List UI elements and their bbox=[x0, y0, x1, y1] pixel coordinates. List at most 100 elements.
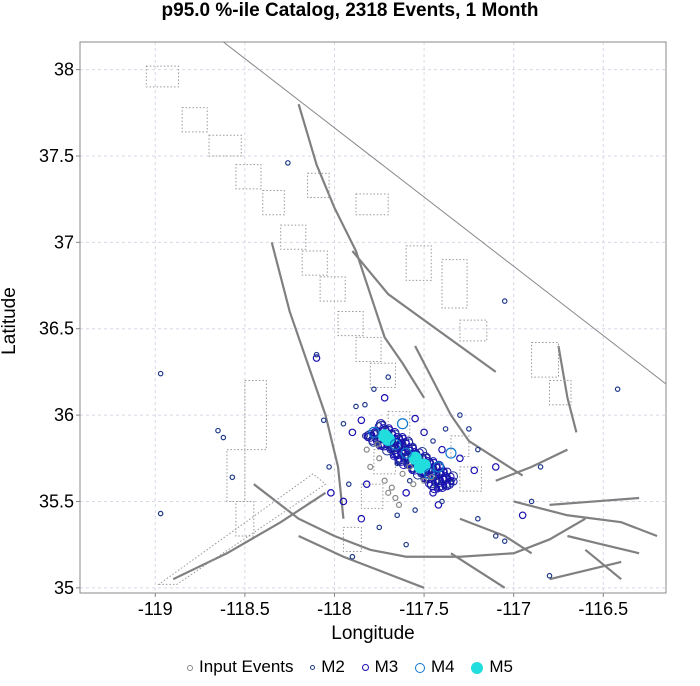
point-m2 bbox=[362, 401, 368, 408]
point-input-events bbox=[363, 446, 370, 453]
y-tick-label: 37.5 bbox=[39, 146, 74, 166]
point-m2 bbox=[157, 370, 164, 377]
point-m3 bbox=[447, 476, 455, 485]
rupture-box bbox=[208, 134, 242, 157]
point-m2 bbox=[157, 510, 164, 517]
fault-trace bbox=[172, 491, 327, 581]
rupture-box bbox=[459, 319, 488, 342]
point-m3 bbox=[348, 428, 357, 437]
point-input-events bbox=[374, 441, 381, 448]
point-m3 bbox=[491, 463, 500, 471]
fault-trace bbox=[567, 534, 640, 555]
point-m2 bbox=[439, 498, 445, 505]
m2-symbol-icon bbox=[310, 665, 316, 671]
x-tick-label: -118 bbox=[317, 599, 352, 619]
fault-trace bbox=[351, 250, 497, 373]
cluster-event bbox=[445, 475, 452, 482]
point-m2 bbox=[403, 541, 409, 548]
rupture-box bbox=[319, 276, 346, 302]
cluster-event bbox=[438, 464, 445, 471]
cluster-event bbox=[443, 467, 452, 476]
cluster-event bbox=[398, 434, 407, 443]
y-tick-label: 37 bbox=[54, 232, 74, 252]
point-m2 bbox=[346, 481, 352, 487]
rupture-box bbox=[360, 483, 384, 509]
rupture-box bbox=[244, 380, 267, 451]
rupture-box bbox=[235, 164, 262, 190]
point-input-events bbox=[406, 463, 413, 471]
point-m3 bbox=[362, 480, 371, 488]
cluster-event bbox=[405, 446, 414, 455]
legend-label-m3: M3 bbox=[374, 657, 399, 676]
legend-item-m3: M3 bbox=[361, 657, 399, 676]
fault-trace bbox=[270, 242, 345, 519]
point-m2 bbox=[353, 403, 359, 410]
point-m2 bbox=[394, 512, 400, 519]
point-input-events bbox=[388, 484, 395, 491]
rupture-box bbox=[369, 362, 396, 388]
point-m2 bbox=[406, 477, 413, 484]
point-m5 bbox=[417, 458, 431, 472]
x-tick-label: -117 bbox=[496, 599, 531, 619]
y-tick-label: 35 bbox=[54, 578, 74, 598]
point-input-events bbox=[367, 463, 374, 471]
boundary-line bbox=[223, 42, 666, 385]
point-m2 bbox=[442, 426, 449, 432]
x-tick-label: -117.5 bbox=[399, 599, 449, 619]
y-tick-label: 35.5 bbox=[39, 491, 74, 511]
point-m2 bbox=[546, 572, 553, 579]
point-m5 bbox=[381, 432, 395, 446]
point-m3 bbox=[402, 489, 410, 497]
legend-item-m5: M5 bbox=[471, 657, 513, 676]
point-m4 bbox=[400, 447, 412, 459]
point-input-events bbox=[381, 477, 388, 484]
legend-item-m4: M4 bbox=[414, 657, 455, 676]
fault-trace bbox=[459, 517, 533, 555]
point-m3 bbox=[518, 511, 527, 520]
rupture-box bbox=[355, 336, 382, 363]
m3-symbol-icon bbox=[361, 664, 369, 672]
point-m2 bbox=[371, 386, 377, 392]
point-m3 bbox=[357, 416, 366, 425]
point-input-events bbox=[420, 477, 428, 484]
legend-item-m2: M2 bbox=[310, 657, 345, 676]
x-axis-label: Longitude bbox=[331, 623, 415, 644]
point-m3 bbox=[470, 466, 479, 475]
point-m2 bbox=[229, 474, 236, 481]
point-input-events bbox=[410, 481, 417, 488]
point-m2 bbox=[320, 417, 327, 424]
point-m2 bbox=[475, 515, 481, 522]
rupture-box bbox=[355, 193, 389, 216]
cluster-event bbox=[405, 461, 414, 470]
point-m2 bbox=[376, 524, 383, 531]
fault-trace bbox=[298, 535, 425, 589]
point-m3 bbox=[339, 497, 348, 506]
input-symbol-icon bbox=[187, 664, 194, 671]
y-tick-label: 36.5 bbox=[39, 319, 74, 339]
point-input-events bbox=[428, 474, 435, 481]
point-m4 bbox=[368, 426, 380, 438]
point-m3 bbox=[438, 445, 446, 454]
point-m3 bbox=[312, 354, 321, 362]
rupture-box bbox=[459, 466, 482, 492]
point-m2 bbox=[385, 374, 392, 380]
point-m2 bbox=[501, 298, 508, 304]
point-input-events bbox=[392, 494, 399, 502]
point-m3 bbox=[411, 414, 419, 423]
point-m2 bbox=[220, 434, 227, 441]
x-tick-label: -118.5 bbox=[220, 599, 270, 619]
point-input-events bbox=[395, 501, 403, 509]
fault-trace bbox=[557, 345, 578, 433]
rupture-box bbox=[531, 342, 559, 378]
rupture-box bbox=[307, 172, 330, 198]
fault-trace bbox=[549, 496, 640, 507]
fault-trace bbox=[513, 500, 658, 538]
x-tick-label: -119 bbox=[138, 599, 173, 619]
rupture-box bbox=[145, 65, 180, 88]
chart-title: p95.0 %-ile Catalog, 2318 Events, 1 Mont… bbox=[161, 0, 539, 21]
rupture-box bbox=[181, 107, 208, 133]
point-m2 bbox=[215, 427, 221, 434]
point-m2 bbox=[501, 538, 508, 544]
point-input-events bbox=[399, 470, 406, 477]
